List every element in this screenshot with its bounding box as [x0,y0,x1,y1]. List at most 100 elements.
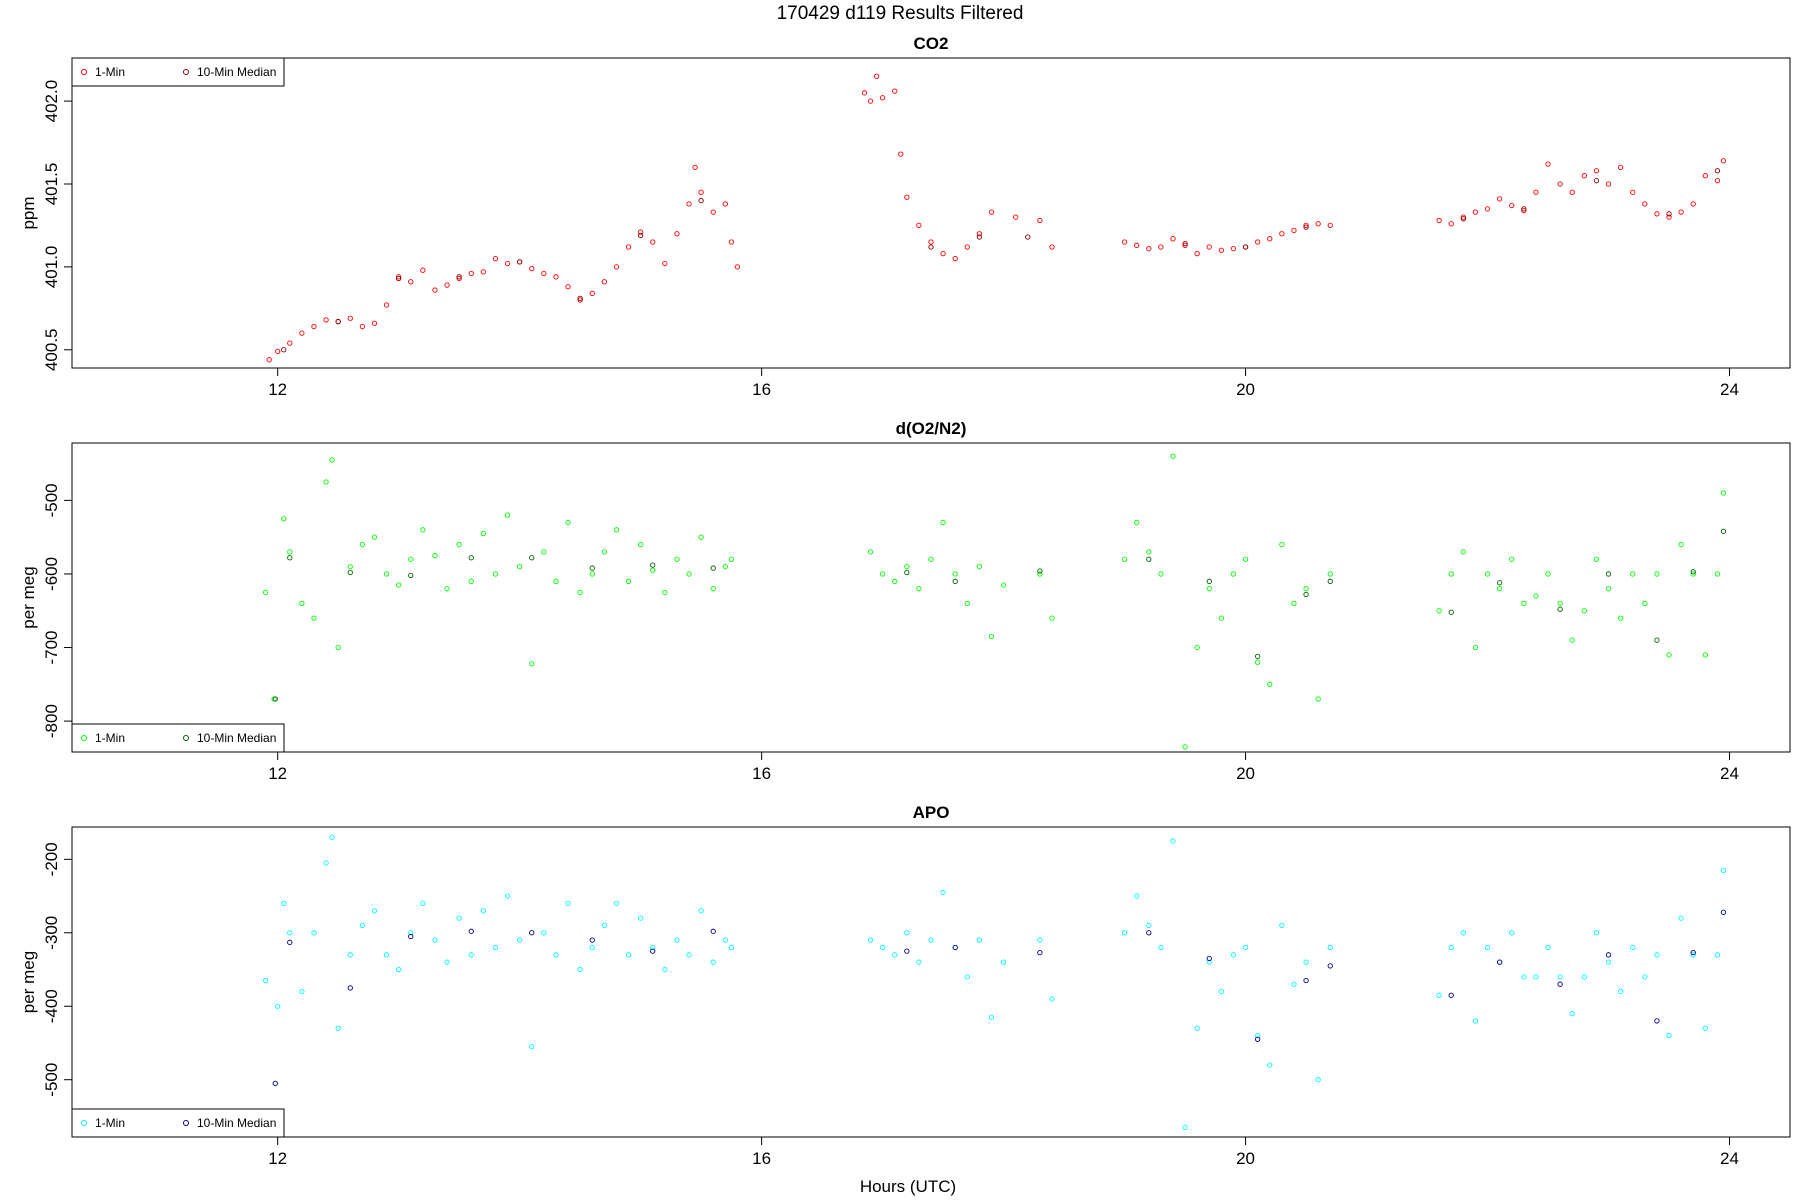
data-point [1327,222,1333,229]
figure-x-axis-label: Hours (UTC) [860,1177,956,1196]
data-point [728,944,735,951]
data-point [1146,549,1152,555]
data-point [1000,959,1007,965]
legend-label: 10-Min Median [197,65,276,79]
data-point [1255,659,1261,665]
data-point [1291,227,1297,234]
x-tick-label: 24 [1720,1149,1739,1168]
data-point [867,98,874,104]
data-point [1581,608,1587,614]
data-point [359,323,366,330]
data-point [674,231,680,237]
data-point [952,255,958,262]
legend-label: 10-Min Median [197,731,276,745]
data-point [1206,959,1212,965]
data-point [940,250,946,257]
data-point [577,297,583,303]
y-tick-label: -300 [42,916,61,950]
data-point [1460,930,1466,936]
y-tick-label: -700 [42,631,61,665]
data-point [722,201,728,207]
data-point [1617,615,1624,621]
data-point [1182,242,1188,248]
x-tick-label: 12 [268,1149,287,1168]
data-point [1448,992,1454,998]
data-point [904,930,910,936]
data-point [492,571,499,577]
data-point [1303,586,1309,592]
data-point [1666,214,1672,220]
data-point [1267,236,1273,242]
data-point [1472,644,1479,651]
data-point [529,555,535,561]
data-point [359,922,366,929]
data-point [1146,245,1152,252]
panel-1: d(O2/N2) 12 16 20 24 -800 -700 -600 -500 per meg 1… [19,419,1791,783]
data-point [323,317,329,323]
series-1 [281,168,1721,353]
y-axis-label: ppm [19,196,38,229]
data-point [1267,1062,1273,1068]
data-point [266,357,272,363]
series-0 [266,73,1727,363]
data-point [613,264,620,270]
data-point [1121,556,1128,562]
data-point [1255,653,1261,660]
data-point [335,644,341,651]
data-point [553,578,559,584]
data-point [468,952,474,958]
data-point [976,234,983,240]
data-point [1255,1032,1261,1039]
data-point [1242,556,1249,562]
data-point [928,937,934,943]
data-point [1545,944,1551,951]
data-point [692,164,698,171]
data-point [1049,244,1055,250]
data-point [686,571,692,577]
data-point [601,922,607,929]
data-point [1654,637,1660,643]
data-point [861,90,868,96]
data-point [1134,893,1140,899]
data-point [347,315,353,321]
data-point [480,908,487,914]
data-point [976,563,983,570]
data-point [1182,241,1188,247]
data-point [1218,615,1225,621]
data-point [541,270,547,277]
y-tick-label: -400 [42,989,61,1023]
data-point [1146,922,1152,929]
data-point [1678,209,1684,215]
data-point [1678,915,1684,921]
data-point [940,889,946,896]
data-point [988,209,995,215]
data-point [964,600,970,607]
data-point [1521,600,1527,607]
data-point [1714,178,1721,184]
data-point [408,556,414,562]
data-point [1218,247,1225,253]
data-point [408,572,414,579]
data-point [1630,189,1636,195]
data-point [1303,977,1309,984]
data-point [650,944,656,951]
legend-box [71,723,285,753]
data-point [1303,591,1309,598]
data-point [1182,744,1188,750]
data-point [1448,221,1454,227]
data-point [492,944,499,951]
data-point [1146,930,1152,936]
data-point [272,1080,278,1087]
data-point [468,270,474,277]
data-point [420,267,426,273]
data-point [1206,244,1212,250]
data-point [710,565,716,571]
data-point [589,944,595,951]
data-point [281,900,287,907]
legend-label: 1-Min [95,1116,125,1130]
data-point [879,95,886,101]
data-point [1714,168,1721,174]
data-point [1557,606,1563,612]
data-point [1218,988,1225,995]
